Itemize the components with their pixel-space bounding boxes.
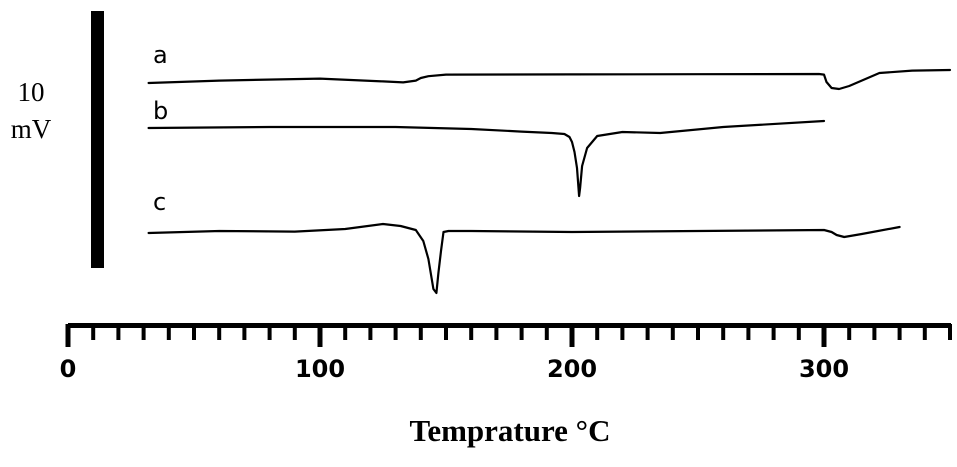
x-axis: 0 100 200 300: [60, 323, 952, 383]
curve-labels-layer: ab c: [153, 41, 168, 216]
series-c-line: [147, 222, 901, 295]
x-tick-label: 100: [295, 355, 345, 383]
scale-bar-unit: mV: [11, 114, 52, 144]
traces-layer: [147, 68, 952, 295]
series-a-label: a: [153, 41, 168, 69]
series-b-label: b: [153, 97, 168, 125]
series-a-line: [147, 68, 952, 91]
x-tick-label: 200: [547, 355, 597, 383]
series-c-label: c: [153, 188, 166, 216]
x-tick-label: 0: [60, 355, 77, 383]
x-tick-label: 300: [799, 355, 849, 383]
series-b-line: [147, 119, 826, 198]
scale-bar: 10 mV: [11, 11, 104, 268]
scale-bar-line: [91, 11, 104, 268]
scale-bar-value: 10: [18, 77, 45, 107]
x-axis-title: Temprature °C: [410, 413, 611, 448]
